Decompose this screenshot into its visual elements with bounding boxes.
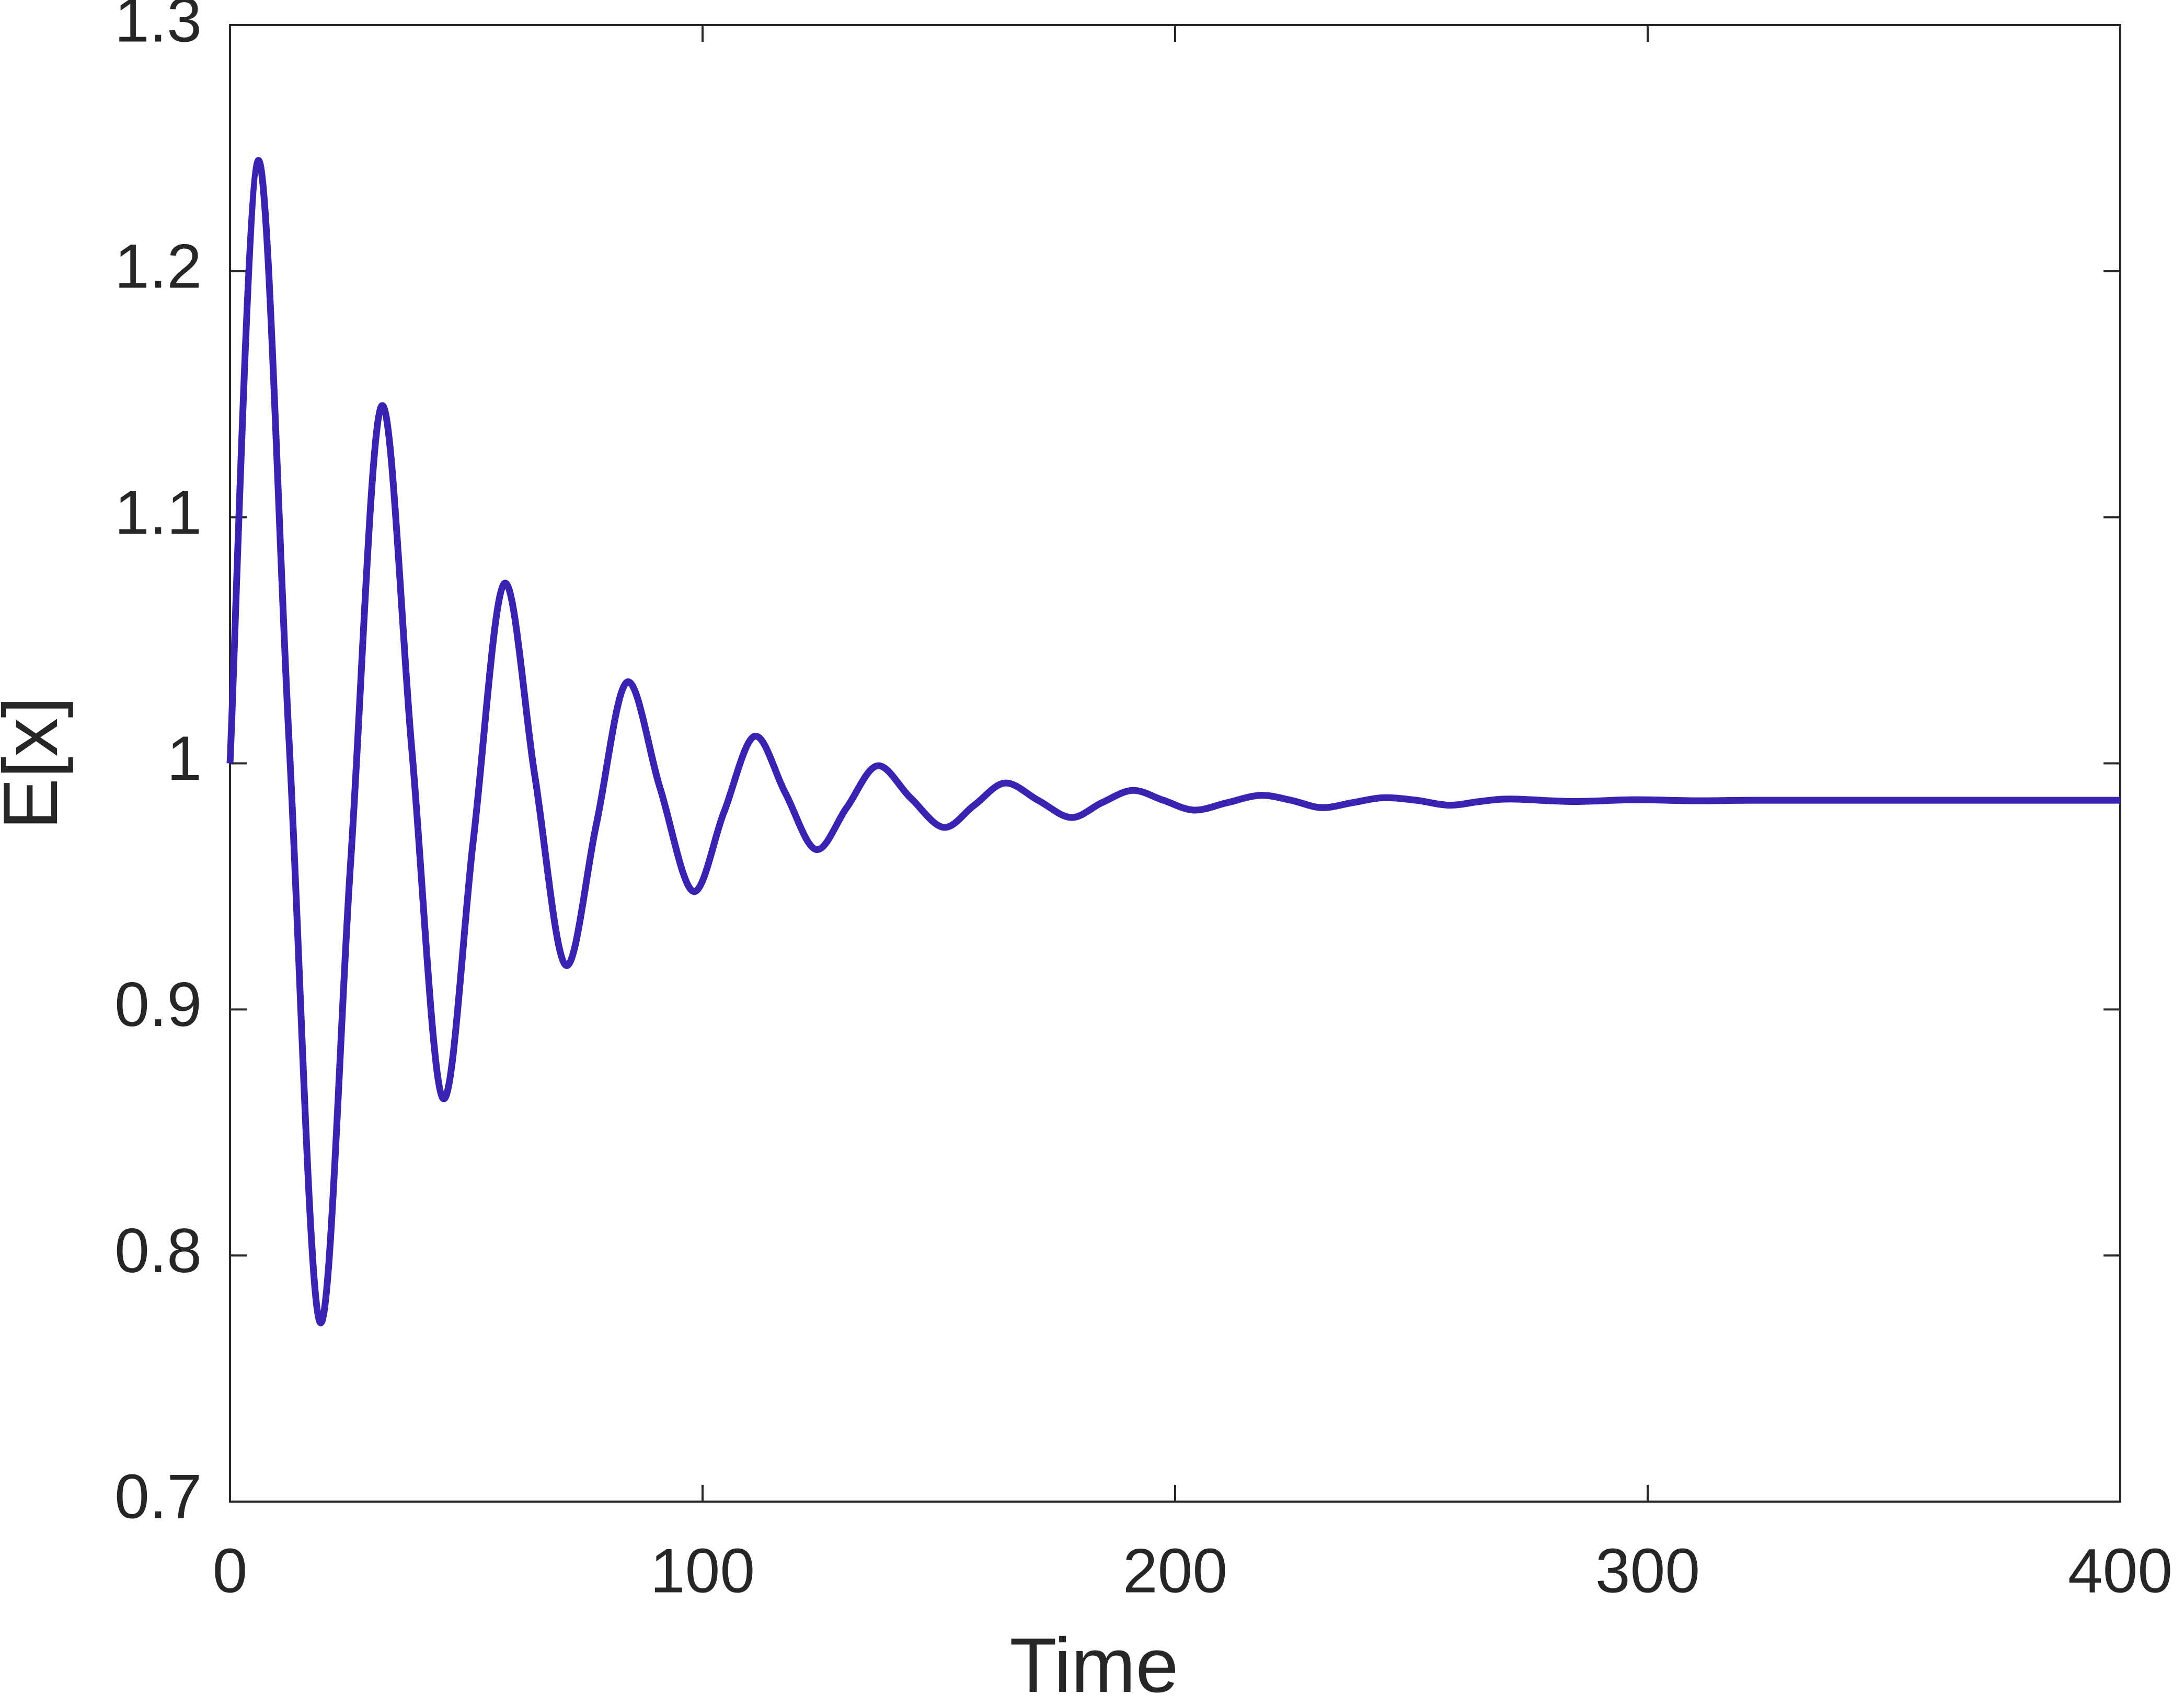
y-tick-label: 1 <box>167 723 202 793</box>
y-axis-label: E[x] <box>0 697 74 830</box>
y-tick-label: 1.3 <box>114 0 202 55</box>
x-axis-label: Time <box>1009 1622 1178 1707</box>
x-tick-label: 400 <box>2068 1536 2172 1606</box>
series-line <box>226 157 2120 1327</box>
y-tick-label: 0.7 <box>114 1462 202 1532</box>
y-tick-label: 1.1 <box>114 477 202 547</box>
y-tick-label: 0.9 <box>114 970 202 1040</box>
plot-frame <box>229 24 2121 1503</box>
y-tick-label: 0.8 <box>114 1216 202 1286</box>
x-tick-label: 300 <box>1595 1536 1700 1606</box>
x-tick-label: 0 <box>213 1536 248 1606</box>
x-tick-label: 200 <box>1123 1536 1227 1606</box>
x-tick-label: 100 <box>650 1536 755 1606</box>
y-tick-label: 1.2 <box>114 232 202 302</box>
